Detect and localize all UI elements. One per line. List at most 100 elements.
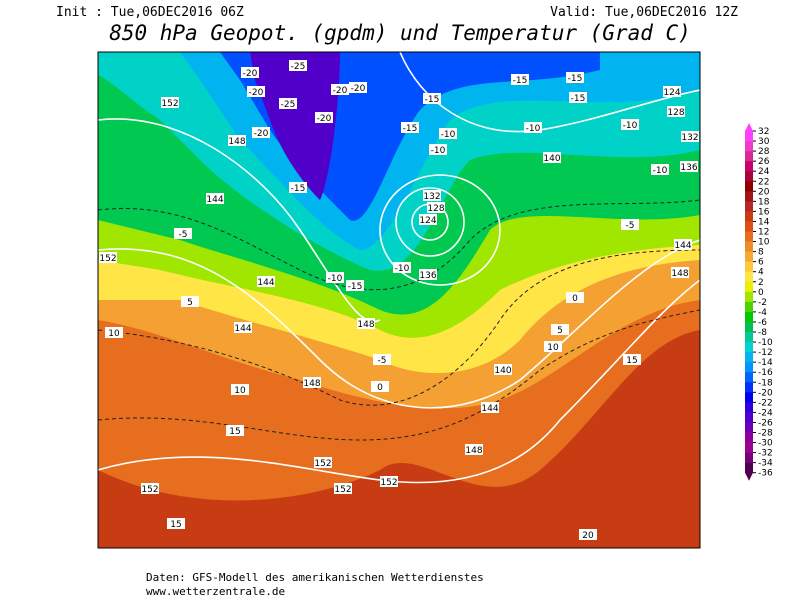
contour-label: -20 xyxy=(333,86,348,96)
colorbar-tick-label: 32 xyxy=(758,127,769,137)
contour-label-box xyxy=(623,354,641,365)
contour-label-box xyxy=(674,239,692,250)
contour-label: -15 xyxy=(403,124,418,134)
colorbar-tick-label: 0 xyxy=(758,288,764,298)
contour-label: -10 xyxy=(431,146,446,156)
colorbar-cell xyxy=(745,201,753,212)
contour-label-box xyxy=(465,444,483,455)
colorbar-cell xyxy=(745,231,753,242)
contour-label: 148 xyxy=(303,379,320,389)
contour-label: 128 xyxy=(667,108,684,118)
contour-label: 10 xyxy=(234,386,246,396)
colorbar-cell xyxy=(745,332,753,343)
contour-label: 5 xyxy=(187,298,193,308)
contour-label: 152 xyxy=(99,254,116,264)
colorbar-tick-label: -10 xyxy=(758,338,773,348)
colorbar-cell xyxy=(745,241,753,252)
contour-label: -15 xyxy=(425,95,440,105)
colorbar-cell xyxy=(745,141,753,152)
colorbar-cell xyxy=(745,221,753,232)
colorbar-tick-label: 30 xyxy=(758,137,770,147)
colorbar-cell xyxy=(745,151,753,162)
colorbar-cell xyxy=(745,301,753,313)
map-title: 850 hPa Geopot. (gpdm) und Temperatur (G… xyxy=(109,21,691,45)
colorbar-tick-label: 8 xyxy=(758,248,764,258)
contour-label-box xyxy=(401,122,419,133)
contour-label-box xyxy=(181,296,199,307)
colorbar-tick-label: -2 xyxy=(758,298,767,308)
contour-label-box xyxy=(257,276,275,287)
contour-label: 136 xyxy=(680,163,697,173)
contour-label: 132 xyxy=(681,133,698,143)
colorbar-cell xyxy=(745,452,753,463)
contour-label-box xyxy=(423,190,441,201)
colorbar-tick-label: 22 xyxy=(758,177,769,187)
contour-label: 0 xyxy=(377,383,383,393)
contour-label-box xyxy=(99,252,117,263)
colorbar-cell xyxy=(745,321,753,333)
colorbar-tick-label: -22 xyxy=(758,398,773,408)
contour-label-box xyxy=(373,354,391,365)
contour-label-box xyxy=(621,119,639,130)
colorbar-tick-label: -28 xyxy=(758,429,773,439)
contour-label-box xyxy=(331,84,349,95)
contour-label: 148 xyxy=(465,446,482,456)
init-time: Init : Tue,06DEC2016 06Z xyxy=(56,5,244,20)
contour-label-box xyxy=(423,93,441,104)
contour-label: 144 xyxy=(481,404,498,414)
contour-label-box xyxy=(206,193,224,204)
footer-url: www.wetterzentrale.de xyxy=(146,585,285,598)
contour-label: -5 xyxy=(626,221,635,231)
contour-label-box xyxy=(566,292,584,303)
colorbar-cell xyxy=(745,372,753,383)
contour-label: 152 xyxy=(380,478,397,488)
contour-label-box xyxy=(371,381,389,392)
contour-label-box xyxy=(314,457,332,468)
colorbar-tick-label: 18 xyxy=(758,197,770,207)
colorbar-tick-label: -36 xyxy=(758,469,773,479)
contour-label-box xyxy=(419,214,437,225)
colorbar-tick-label: 2 xyxy=(758,278,764,288)
colorbar-tick-label: -34 xyxy=(758,459,773,469)
footer-source: Daten: GFS-Modell des amerikanischen Wet… xyxy=(146,571,484,584)
colorbar-cell xyxy=(745,342,753,353)
contour-label: 10 xyxy=(108,329,120,339)
map: -25-20-20-25-20-20-20 -20-15-15-10-10-15-… xyxy=(97,51,701,549)
contour-label-box xyxy=(161,97,179,108)
contour-label-box xyxy=(566,72,584,83)
contour-label: 148 xyxy=(671,269,688,279)
contour-label: 20 xyxy=(582,531,594,541)
colorbar-tick-label: -6 xyxy=(758,318,767,328)
contour-label-box xyxy=(651,164,669,175)
contour-label-box xyxy=(141,483,159,494)
contour-label-box xyxy=(494,364,512,375)
colorbar-tick-label: 12 xyxy=(758,228,769,238)
contour-label-box xyxy=(326,272,344,283)
contour-label-box xyxy=(429,144,447,155)
contour-label-box xyxy=(663,86,681,97)
contour-label-box xyxy=(226,425,244,436)
contour-label-box xyxy=(439,128,457,139)
contour-label: -15 xyxy=(568,74,583,84)
contour-label-box xyxy=(289,60,307,71)
colorbar-cell xyxy=(745,402,753,413)
contour-label-box xyxy=(551,324,569,335)
contour-label: 15 xyxy=(626,356,637,366)
colorbar-tick-label: 28 xyxy=(758,147,770,157)
contour-label: -25 xyxy=(291,62,306,72)
contour-label-box xyxy=(667,106,685,117)
contour-label: 5 xyxy=(557,326,563,336)
contour-label-box xyxy=(671,267,689,278)
colorbar-tick-label: -16 xyxy=(758,368,773,378)
contour-label: 128 xyxy=(427,204,444,214)
colorbar-cell xyxy=(745,412,753,423)
contour-label: -20 xyxy=(254,129,269,139)
colorbar-cell xyxy=(745,261,753,272)
contour-label: 0 xyxy=(572,294,578,304)
contour-label: -5 xyxy=(378,356,387,366)
contour-label-box xyxy=(174,228,192,239)
colorbar-tick-label: -32 xyxy=(758,449,773,459)
contour-label: -15 xyxy=(348,282,363,292)
contour-label: -20 xyxy=(317,114,332,124)
contour-label: 152 xyxy=(334,485,351,495)
